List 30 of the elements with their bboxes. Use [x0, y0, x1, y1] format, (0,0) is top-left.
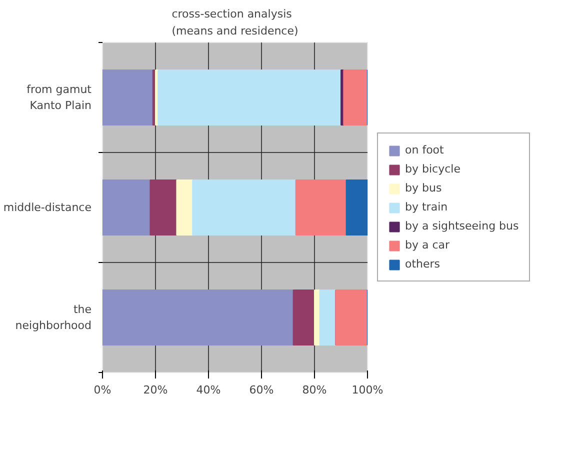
- bar: [150, 180, 178, 236]
- x-tick-label: 40%: [196, 384, 221, 396]
- legend-label: by train: [405, 200, 448, 214]
- y-tick-label: middle-distance: [3, 201, 92, 214]
- legend-label: others: [405, 258, 440, 270]
- x-tick-label: 100%: [352, 384, 384, 396]
- bar: [295, 180, 347, 236]
- bar: [192, 180, 296, 236]
- bar: [346, 180, 368, 236]
- bar: [102, 180, 151, 236]
- y-tick-label: the neighborhood: [15, 303, 92, 332]
- bar: [176, 180, 194, 236]
- bar: [102, 290, 294, 346]
- x-tick-label: 60%: [249, 384, 274, 396]
- x-tick-label: 80%: [302, 384, 327, 396]
- x-tick-label: 0%: [94, 384, 112, 396]
- legend-label: by bus: [405, 182, 442, 194]
- bar: [292, 290, 315, 346]
- chart-title: cross-section analysis (means and residence): [172, 8, 298, 38]
- bar: [158, 70, 342, 126]
- legend-label: by a car: [405, 238, 450, 252]
- y-tick-label: from gamut Kanto Plain: [26, 83, 92, 112]
- bar: [102, 70, 154, 126]
- x-tick-label: 20%: [143, 384, 168, 396]
- bar: [319, 290, 336, 346]
- legend-label: on foot: [405, 144, 444, 156]
- bar: [335, 290, 368, 346]
- legend-label: by bicycle: [405, 162, 460, 176]
- legend-label: by a sightseeing bus: [405, 220, 519, 232]
- bar: [343, 70, 368, 126]
